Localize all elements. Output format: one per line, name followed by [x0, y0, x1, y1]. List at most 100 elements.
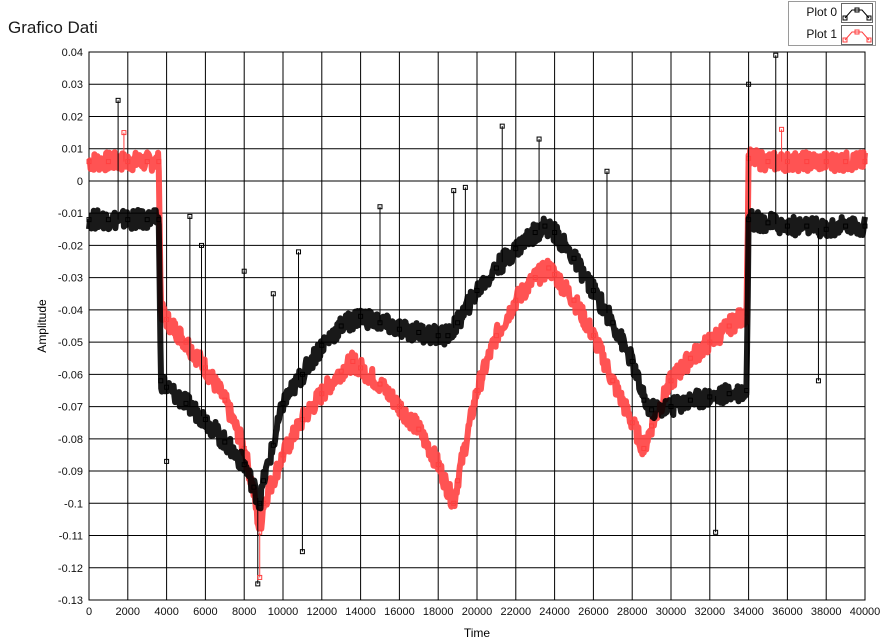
spike-marker[interactable]	[115, 97, 121, 103]
data-point[interactable]	[641, 397, 647, 403]
data-point[interactable]	[86, 217, 92, 223]
data-point[interactable]	[451, 500, 457, 506]
legend-item-plot-1[interactable]: Plot 1	[789, 24, 875, 45]
spike-marker[interactable]	[815, 378, 821, 384]
data-point[interactable]	[350, 358, 356, 364]
data-point[interactable]	[144, 217, 150, 223]
data-point[interactable]	[125, 217, 131, 223]
data-point[interactable]	[396, 404, 402, 410]
data-point[interactable]	[202, 416, 208, 422]
legend-swatch-plot-1[interactable]	[841, 25, 873, 45]
data-point[interactable]	[532, 275, 538, 281]
data-point[interactable]	[455, 478, 461, 484]
data-point[interactable]	[687, 397, 693, 403]
data-point[interactable]	[843, 223, 849, 229]
spike-marker[interactable]	[164, 458, 170, 464]
spike-marker[interactable]	[713, 529, 719, 535]
data-point[interactable]	[156, 217, 162, 223]
data-point[interactable]	[435, 462, 441, 468]
spike-marker[interactable]	[199, 242, 205, 248]
data-point[interactable]	[251, 484, 257, 490]
data-point[interactable]	[493, 333, 499, 339]
data-point[interactable]	[455, 320, 461, 326]
data-point[interactable]	[862, 223, 868, 229]
spike-marker[interactable]	[257, 574, 263, 580]
data-point[interactable]	[610, 378, 616, 384]
data-point[interactable]	[629, 358, 635, 364]
data-point[interactable]	[707, 339, 713, 345]
data-point[interactable]	[765, 159, 771, 165]
data-point[interactable]	[144, 159, 150, 165]
legend-swatch-plot-0[interactable]	[841, 3, 873, 23]
data-point[interactable]	[546, 265, 552, 271]
spike-marker[interactable]	[536, 136, 542, 142]
data-point[interactable]	[552, 230, 558, 236]
data-point[interactable]	[416, 329, 422, 335]
data-point[interactable]	[164, 317, 170, 323]
data-point[interactable]	[416, 426, 422, 432]
data-point[interactable]	[280, 452, 286, 458]
data-point[interactable]	[649, 423, 655, 429]
data-point[interactable]	[571, 255, 577, 261]
data-point[interactable]	[744, 387, 750, 393]
data-point[interactable]	[823, 226, 829, 232]
spike-marker[interactable]	[296, 249, 302, 255]
spike-marker[interactable]	[255, 581, 261, 587]
data-point[interactable]	[571, 297, 577, 303]
data-point[interactable]	[843, 159, 849, 165]
spike-marker[interactable]	[299, 549, 305, 555]
data-point[interactable]	[629, 420, 635, 426]
data-point[interactable]	[105, 159, 111, 165]
data-point[interactable]	[156, 159, 162, 165]
data-point[interactable]	[105, 217, 111, 223]
spike-marker[interactable]	[187, 213, 193, 219]
data-point[interactable]	[649, 407, 655, 413]
data-point[interactable]	[668, 378, 674, 384]
data-point[interactable]	[396, 326, 402, 332]
data-point[interactable]	[319, 391, 325, 397]
data-point[interactable]	[823, 159, 829, 165]
spike-marker[interactable]	[746, 81, 752, 87]
data-point[interactable]	[641, 445, 647, 451]
legend-item-plot-0[interactable]: Plot 0	[789, 2, 875, 23]
data-point[interactable]	[784, 223, 790, 229]
data-point[interactable]	[445, 333, 451, 339]
data-point[interactable]	[261, 478, 267, 484]
data-point[interactable]	[687, 355, 693, 361]
data-point[interactable]	[862, 159, 868, 165]
data-point[interactable]	[358, 365, 364, 371]
data-point[interactable]	[552, 271, 558, 277]
data-point[interactable]	[86, 159, 92, 165]
data-point[interactable]	[183, 400, 189, 406]
data-point[interactable]	[158, 378, 164, 384]
data-point[interactable]	[338, 368, 344, 374]
data-point[interactable]	[804, 159, 810, 165]
data-point[interactable]	[726, 391, 732, 397]
data-point[interactable]	[474, 387, 480, 393]
data-point[interactable]	[532, 230, 538, 236]
data-point[interactable]	[513, 246, 519, 252]
data-point[interactable]	[726, 323, 732, 329]
spike-marker[interactable]	[779, 126, 785, 132]
data-point[interactable]	[513, 297, 519, 303]
data-point[interactable]	[590, 333, 596, 339]
data-point[interactable]	[358, 313, 364, 319]
data-point[interactable]	[542, 223, 548, 229]
data-point[interactable]	[377, 381, 383, 387]
data-point[interactable]	[125, 159, 131, 165]
data-point[interactable]	[202, 365, 208, 371]
data-point[interactable]	[668, 404, 674, 410]
spike-marker[interactable]	[451, 188, 457, 194]
data-point[interactable]	[338, 323, 344, 329]
data-point[interactable]	[222, 397, 228, 403]
spike-marker[interactable]	[270, 291, 276, 297]
series-plot-0[interactable]	[86, 207, 868, 512]
spike-marker[interactable]	[499, 123, 505, 129]
spike-marker[interactable]	[121, 130, 127, 136]
spike-marker[interactable]	[241, 268, 247, 274]
data-point[interactable]	[435, 333, 441, 339]
spike-marker[interactable]	[462, 184, 468, 190]
data-point[interactable]	[319, 342, 325, 348]
series-plot-1[interactable]	[86, 146, 868, 535]
